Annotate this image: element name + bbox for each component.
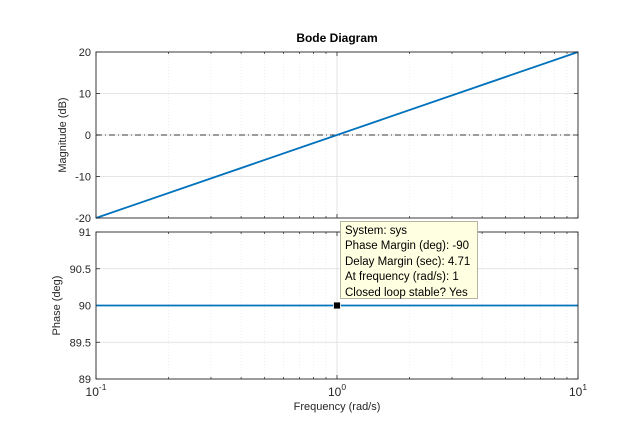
x-tick-label: 10-1 [86,382,107,399]
magnitude-y-tick-label: 0 [85,130,91,142]
x-tick-label-exponent: 0 [341,382,346,392]
x-tick-label-base: 10 [328,385,342,399]
phase-axes-box [95,231,579,380]
magnitude-series-line [95,51,579,219]
phase-y-tick-label: 90.5 [70,264,91,276]
datatip-box: System: sys Phase Margin (deg): -90 Dela… [340,221,478,299]
datatip-line-delay-margin: Delay Margin (sec): 4.71 [345,255,471,268]
phase-datatip-marker [333,301,341,310]
magnitude-axes-box [95,51,579,219]
magnitude-axes [95,51,579,219]
phase-y-tick-label: 89.5 [70,337,91,349]
x-tick-label-exponent: 1 [582,382,587,392]
phase-y-tick-label: 91 [79,227,91,239]
magnitude-y-tick-label: 10 [79,89,91,101]
datatip-line-stability: Closed loop stable? Yes [345,286,468,299]
magnitude-y-tick-label: -10 [75,172,91,184]
phase-axes [95,231,579,380]
phase-y-tick-label: 89 [79,374,91,386]
magnitude-y-tick-label: 20 [79,47,91,59]
magnitude-y-axis-label: Magnitude (dB) [57,97,69,172]
datatip-line-system: System: sys [345,225,407,237]
x-tick-label-base: 10 [569,385,583,399]
phase-y-axis-label: Phase (deg) [51,276,63,336]
x-tick-label: 101 [569,382,587,399]
x-tick-label-exponent: -1 [99,382,107,392]
x-tick-label: 100 [328,382,346,399]
datatip-line-phase-margin: Phase Margin (deg): -90 [345,240,470,253]
phase-y-tick-label: 90 [79,301,91,313]
datatip-line-frequency: At frequency (rad/s): 1 [345,271,459,284]
x-axis-label: Frequency (rad/s) [294,401,381,413]
magnitude-y-tick-label: -20 [75,213,91,225]
chart-title: Bode Diagram [296,31,377,45]
x-tick-label-base: 10 [86,385,100,399]
